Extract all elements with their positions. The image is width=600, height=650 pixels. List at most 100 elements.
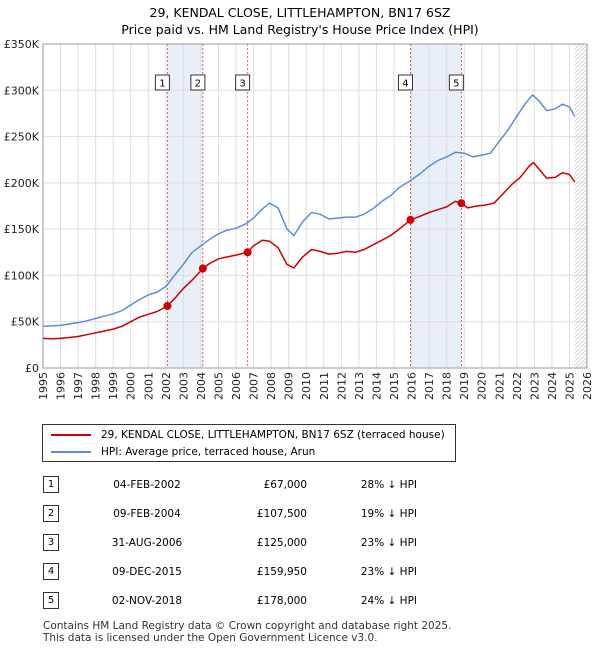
x-tick-label: 2004 [195,372,208,400]
sale-price: £67,000 [263,478,307,491]
x-tick-label: 2000 [125,372,138,400]
shaded-periods [167,44,462,368]
sale-labels: 1 2 3 4 5 [154,74,464,91]
x-tick-label: 2020 [476,372,489,400]
table-row: 1 04-FEB-2002 £67,000 28% ↓ HPI [43,470,417,499]
sale-price: £107,500 [256,507,307,520]
x-tick-label: 2021 [493,372,506,400]
y-tick-label: £0 [25,362,39,375]
chart-title-block: 29, KENDAL CLOSE, LITTLEHAMPTON, BN17 6S… [0,4,600,38]
sale-markers [163,199,466,310]
x-tick-label: 2001 [142,372,155,400]
sale-label-text: 1 [159,79,165,90]
x-tick-label: 2012 [335,372,348,400]
x-tick-label: 2017 [423,372,436,400]
sale-label-box [448,74,464,91]
sale-date: 02-NOV-2018 [111,594,183,607]
y-tick-label: £300K [4,84,40,97]
x-tick-label: 2007 [248,372,261,400]
x-tick-label: 2009 [283,372,296,400]
projection-area [574,44,587,368]
x-tick-label: 2016 [406,372,419,400]
sale-label-5: 5 [448,74,464,91]
sale-hpi-diff: 19% ↓ HPI [360,507,417,520]
sale-label-2: 2 [190,74,206,91]
footer-line-1: Contains HM Land Registry data © Crown c… [43,620,452,632]
sale-label-box [397,74,413,91]
x-tick-label: 2018 [441,372,454,400]
chart-title: 29, KENDAL CLOSE, LITTLEHAMPTON, BN17 6S… [149,5,451,20]
x-tick-label: 2025 [563,372,576,400]
table-row: 4 09-DEC-2015 £159,950 23% ↓ HPI [43,557,417,586]
legend-swatch-house [51,434,91,436]
sale-hpi-diff: 23% ↓ HPI [360,536,417,549]
x-tick-label: 2026 [581,372,594,400]
sale-date: 09-DEC-2015 [112,565,182,578]
series-line-house [42,161,576,340]
series-line-hpi [42,94,576,328]
sale-hpi-diff: 24% ↓ HPI [360,594,417,607]
x-tick-label: 1998 [90,372,103,400]
sale-label-text: 2 [195,79,201,90]
legend-item-hpi: HPI: Average price, terraced house, Arun [51,444,315,460]
x-tick-label: 1997 [72,372,85,400]
sale-hpi-diff: 28% ↓ HPI [360,478,417,491]
x-tick-label: 2008 [265,372,278,400]
x-tick-label: 1996 [55,372,68,400]
y-tick-label: £250K [4,131,40,144]
legend: 29, KENDAL CLOSE, LITTLEHAMPTON, BN17 6S… [42,424,456,462]
sale-number: 3 [43,534,59,551]
y-tick-label: £50K [11,316,40,329]
sale-label-3: 3 [235,74,251,91]
sale-number: 2 [43,505,59,522]
legend-label-hpi: HPI: Average price, terraced house, Arun [101,446,316,458]
y-tick-label: £150K [4,223,40,236]
x-tick-label: 2006 [230,372,243,400]
sale-price: £178,000 [256,594,307,607]
sale-label-text: 4 [402,79,408,90]
sale-marker-5 [457,199,466,208]
sale-date: 09-FEB-2004 [113,507,181,520]
gridlines [42,43,588,369]
sale-date: 31-AUG-2006 [111,536,183,549]
price-chart: 1 2 3 4 5 £0 £50K £100K £150K £200K £250K £300K £35… [4,38,594,400]
sale-label-4: 4 [397,74,413,91]
footer: Contains HM Land Registry data © Crown c… [43,620,451,644]
sale-number: 4 [43,563,59,580]
sale-label-box [190,74,206,91]
x-tick-label: 2011 [318,372,331,400]
sale-marker-3 [243,248,252,257]
sale-marker-4 [406,215,415,224]
x-tick-label: 2010 [300,372,313,400]
shaded-period-2 [410,44,462,368]
table-row: 2 09-FEB-2004 £107,500 19% ↓ HPI [43,499,417,528]
x-tick-label: 2003 [177,372,190,400]
sale-label-box [235,74,251,91]
x-tick-label: 1999 [107,372,120,400]
chart-subtitle: Price paid vs. HM Land Registry's House … [121,22,479,37]
table-row: 3 31-AUG-2006 £125,000 23% ↓ HPI [43,528,417,557]
sale-date: 04-FEB-2002 [113,478,181,491]
sale-label-1: 1 [154,74,170,91]
x-tick-label: 2005 [212,372,225,400]
x-tick-label: 1995 [37,372,50,400]
sale-marker-2 [198,264,207,273]
legend-swatch-hpi [51,451,91,453]
x-tick-label: 2014 [370,372,383,400]
sale-hpi-diff: 23% ↓ HPI [360,565,417,578]
y-tick-labels: £0 £50K £100K £150K £200K £250K £300K £350K [4,38,40,375]
sale-number: 1 [43,476,59,493]
plot-frame [42,43,588,369]
series-lines [42,94,576,340]
sale-label-text: 5 [453,79,459,90]
shaded-period-1 [167,44,203,368]
sale-price: £125,000 [256,536,307,549]
footer-line-2: This data is licensed under the Open Gov… [43,632,378,644]
x-tick-label: 2023 [528,372,541,400]
x-tick-label: 2002 [160,372,173,400]
x-tick-label: 2019 [458,372,471,400]
y-tick-label: £350K [4,38,40,51]
y-tick-label: £200K [4,177,40,190]
projection-hatch [574,44,587,368]
sale-marker-1 [163,301,172,310]
